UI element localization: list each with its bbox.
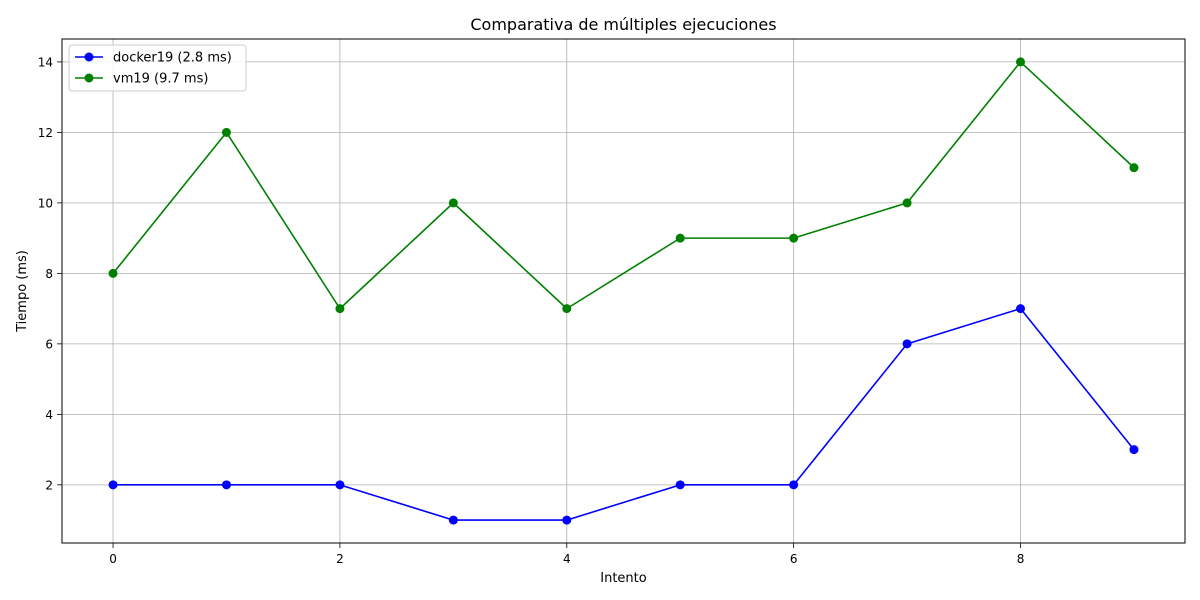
y-tick-label: 6: [45, 337, 53, 351]
legend-box: [68, 44, 247, 92]
legend-items: docker19 (2.8 ms) vm19 (9.7 ms): [75, 51, 232, 87]
y-axis-label: Tiempo (ms): [15, 250, 30, 333]
x-tick-label: 6: [790, 552, 798, 566]
data-point: [1016, 57, 1026, 67]
legend: docker19 (2.8 ms) vm19 (9.7 ms): [68, 44, 247, 92]
data-point: [1016, 304, 1026, 314]
data-point: [108, 268, 118, 278]
data-point: [789, 480, 799, 490]
legend-marker: [84, 52, 94, 62]
y-tick-label: 2: [45, 478, 53, 492]
y-tick-label: 14: [38, 55, 53, 69]
data-point: [448, 515, 458, 525]
data-point: [448, 198, 458, 208]
legend-item: vm19 (9.7 ms): [75, 72, 208, 87]
series-line: [113, 307, 1135, 521]
data-point: [562, 304, 572, 314]
series-line: [112, 61, 1135, 310]
y-tick-label: 8: [45, 267, 53, 281]
data-point: [1129, 163, 1139, 173]
y-tick-label: 4: [45, 408, 53, 422]
x-tick-label: 8: [1017, 552, 1025, 566]
x-axis-label: Intento: [600, 571, 647, 586]
data-point: [108, 480, 118, 490]
data-point: [335, 304, 345, 314]
grid-lines: [62, 39, 1185, 543]
plot-frame: [61, 38, 1186, 544]
data-point: [902, 339, 912, 349]
data-point: [335, 480, 345, 490]
x-tick-label: 4: [563, 552, 571, 566]
legend-item: docker19 (2.8 ms): [75, 51, 232, 66]
y-tick-label: 12: [38, 126, 53, 140]
legend-label: vm19 (9.7 ms): [113, 72, 208, 87]
data-point: [221, 127, 231, 137]
data-point: [221, 480, 231, 490]
y-axis: 2 4 6 8 10 12 14: [38, 55, 62, 492]
data-point: [675, 480, 685, 490]
series-0: [108, 304, 1139, 525]
data-point: [789, 233, 799, 243]
series-layer: [108, 57, 1139, 525]
series-1: [108, 57, 1139, 314]
chart-title: Comparativa de múltiples ejecuciones: [470, 15, 776, 34]
x-tick-label: 2: [336, 552, 344, 566]
data-point: [675, 233, 685, 243]
legend-marker: [84, 73, 94, 83]
data-point: [902, 198, 912, 208]
x-tick-label: 0: [109, 552, 117, 566]
data-point: [562, 515, 572, 525]
y-tick-label: 10: [38, 196, 53, 210]
x-axis: 0 2 4 6 8: [109, 543, 1024, 566]
legend-label: docker19 (2.8 ms): [113, 51, 232, 66]
data-point: [1129, 445, 1139, 455]
